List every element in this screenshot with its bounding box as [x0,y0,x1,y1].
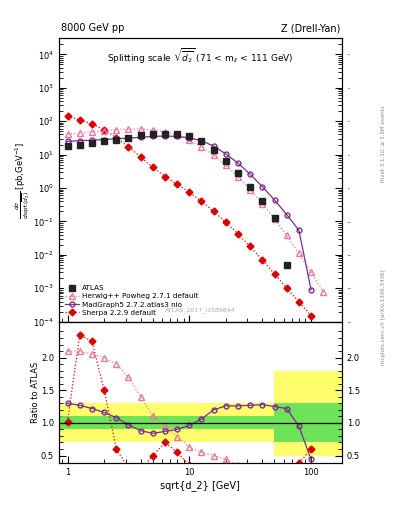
Y-axis label: Ratio to ATLAS: Ratio to ATLAS [31,362,40,423]
Legend: ATLAS, Herwig++ Powheg 2.7.1 default, MadGraph5 2.7.2.atlas3 nlo, Sherpa 2.2.9 d: ATLAS, Herwig++ Powheg 2.7.1 default, Ma… [62,283,200,318]
Bar [59,403,274,442]
Text: 8000 GeV pp: 8000 GeV pp [61,23,124,33]
Bar [274,403,342,442]
X-axis label: sqrt{d_2} [GeV]: sqrt{d_2} [GeV] [160,480,241,491]
Bar [59,416,274,430]
Y-axis label: $\frac{d\sigma}{d\mathrm{sqrt}(\overline{d_2})}$ [pb,GeV$^{-1}$]: $\frac{d\sigma}{d\mathrm{sqrt}(\overline… [13,141,31,219]
Text: Rivet 3.1.10, ≥ 3.5M events: Rivet 3.1.10, ≥ 3.5M events [381,105,386,182]
Text: mcplots.cern.ch [arXiv:1306.3436]: mcplots.cern.ch [arXiv:1306.3436] [381,270,386,365]
Text: Splitting scale $\sqrt{\overline{d_2}}$ (71 < m$_{ll}$ < 111 GeV): Splitting scale $\sqrt{\overline{d_2}}$ … [107,47,294,66]
Bar [274,371,342,456]
Text: Z (Drell-Yan): Z (Drell-Yan) [281,23,340,33]
Text: ATLAS_2017_I1589844: ATLAS_2017_I1589844 [165,308,236,313]
